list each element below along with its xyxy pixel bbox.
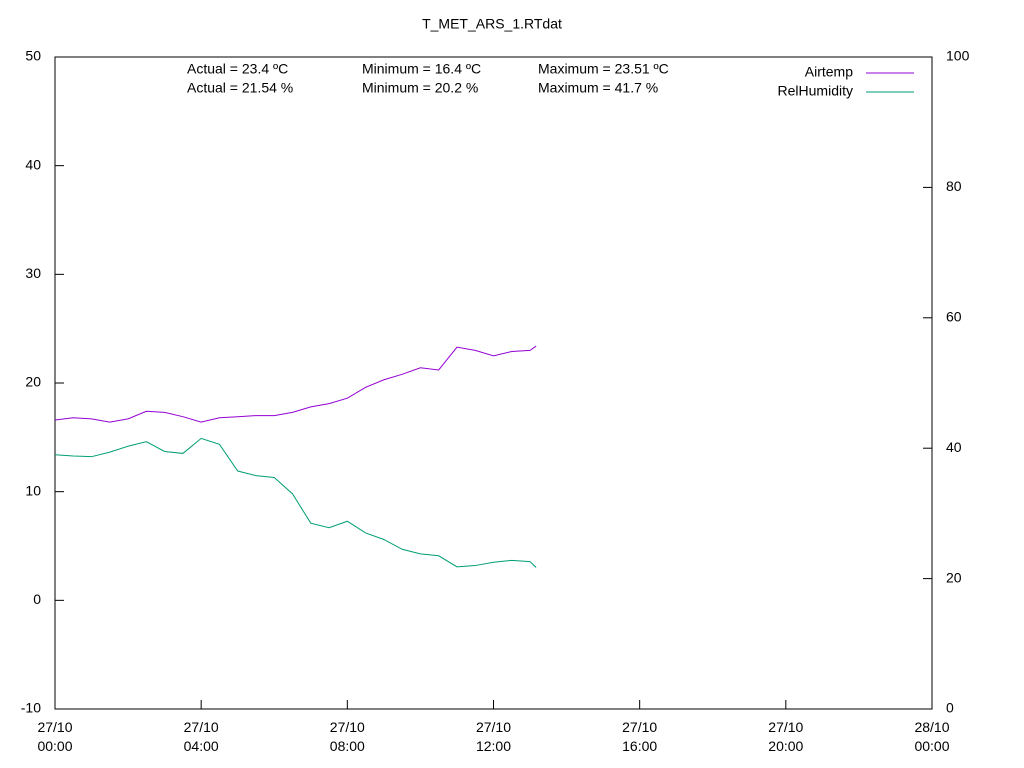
y-tick-label: 10 [25, 482, 41, 498]
y2-tick-label: 60 [946, 309, 962, 325]
y2-tick-label: 80 [946, 178, 962, 194]
x-tick-label: 28/10 00:00 [914, 719, 949, 754]
x-tick-label: 27/10 12:00 [476, 719, 511, 754]
plot-border [54, 56, 933, 710]
y-tick-label: -10 [21, 700, 41, 716]
y2-tick-label: 40 [946, 439, 962, 455]
x-tick-label: 27/10 08:00 [330, 719, 365, 754]
x-tick-label: 27/10 04:00 [184, 719, 219, 754]
y2-tick-label: 100 [946, 48, 970, 64]
x-tick-label: 27/10 00:00 [37, 719, 72, 754]
y-tick-label: 50 [25, 48, 41, 64]
y-tick-label: 40 [25, 156, 41, 172]
annotation: Minimum = 16.4 ºC [362, 61, 481, 77]
legend-label: RelHumidity [778, 83, 853, 99]
series-line [54, 345, 537, 423]
legend-label: Airtemp [805, 64, 853, 80]
annotation: Actual = 23.4 ºC [187, 61, 288, 77]
annotation: Actual = 21.54 % [187, 80, 293, 96]
y2-tick-label: 20 [946, 569, 962, 585]
y-tick-label: 0 [33, 591, 41, 607]
x-tick-label: 27/10 20:00 [768, 719, 803, 754]
x-tick-label: 27/10 16:00 [622, 719, 657, 754]
y-tick-label: 30 [25, 265, 41, 281]
chart-title: T_MET_ARS_1.RTdat [422, 16, 562, 32]
y-tick-label: 20 [25, 374, 41, 390]
series-line [54, 437, 537, 568]
annotation: Maximum = 41.7 % [538, 80, 658, 96]
y2-tick-label: 0 [946, 700, 954, 716]
annotation: Maximum = 23.51 ºC [538, 61, 669, 77]
annotation: Minimum = 20.2 % [362, 80, 478, 96]
